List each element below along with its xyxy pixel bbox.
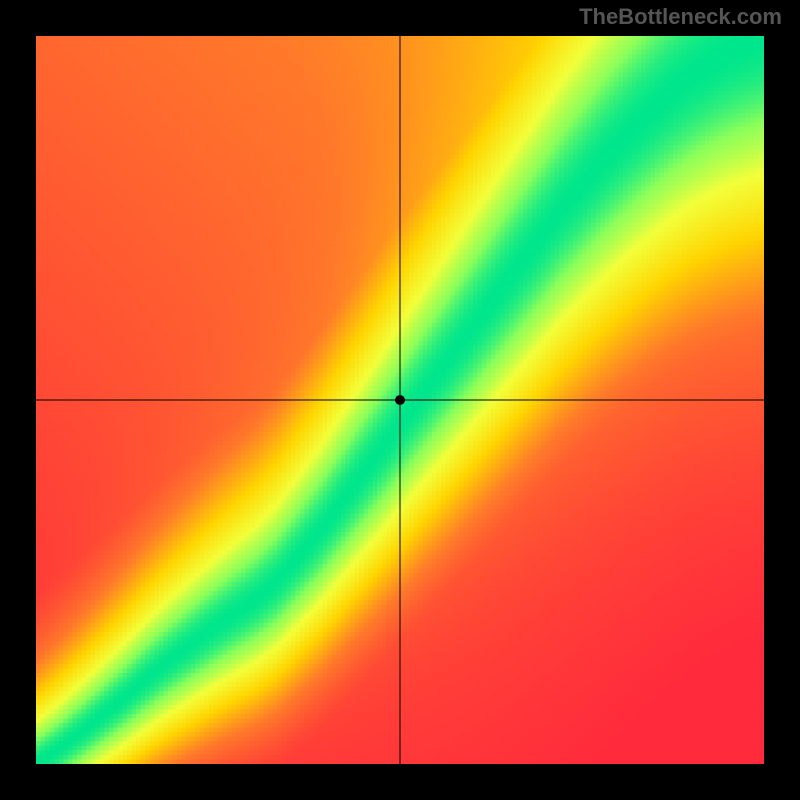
watermark-text: TheBottleneck.com: [579, 4, 782, 30]
heatmap-plot: [36, 36, 764, 764]
chart-container: TheBottleneck.com: [0, 0, 800, 800]
marker-dot: [395, 395, 405, 405]
